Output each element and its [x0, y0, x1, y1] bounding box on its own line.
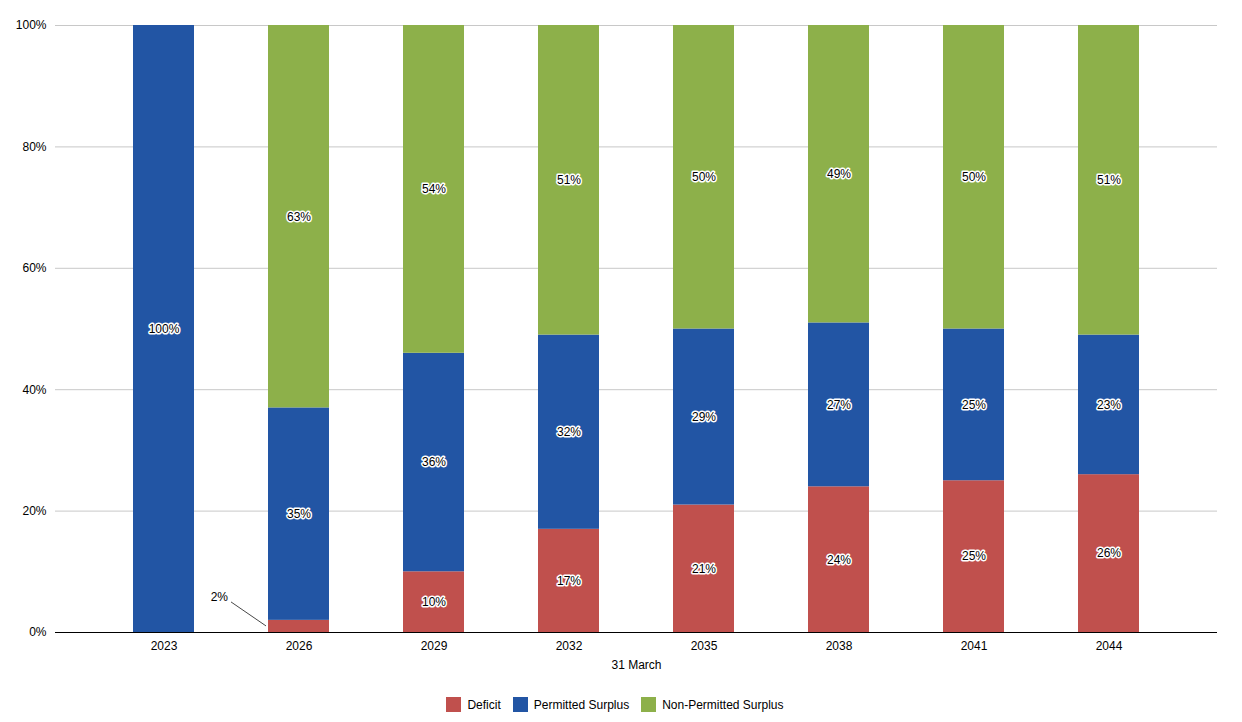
svg-text:50%: 50%	[692, 170, 716, 184]
svg-text:31 March: 31 March	[611, 658, 661, 672]
svg-text:10%: 10%	[422, 595, 446, 609]
svg-text:35%: 35%	[287, 507, 311, 521]
svg-text:2032: 2032	[556, 639, 583, 653]
svg-text:2%: 2%	[211, 590, 229, 604]
svg-text:50%: 50%	[962, 170, 986, 184]
svg-text:49%: 49%	[827, 167, 851, 181]
svg-text:29%: 29%	[692, 410, 716, 424]
svg-text:80%: 80%	[22, 140, 46, 154]
svg-text:63%: 63%	[287, 210, 311, 224]
svg-text:2023: 2023	[151, 639, 178, 653]
svg-text:60%: 60%	[22, 261, 46, 275]
svg-text:2041: 2041	[961, 639, 988, 653]
svg-text:36%: 36%	[422, 455, 446, 469]
svg-text:100%: 100%	[16, 18, 47, 32]
html-text:Permitted Surplus: Permitted Surplus	[533, 697, 630, 712]
svg-text:51%: 51%	[557, 173, 581, 187]
svg-text:100%: 100%	[149, 322, 180, 336]
svg-text:54%: 54%	[422, 182, 446, 196]
svg-text:2044: 2044	[1096, 639, 1123, 653]
svg-text:17%: 17%	[557, 574, 581, 588]
svg-text:2035: 2035	[691, 639, 718, 653]
svg-text:20%: 20%	[22, 504, 46, 518]
html-text:Non-Permitted Surplus: Non-Permitted Surplus	[662, 697, 784, 712]
svg-text:32%: 32%	[557, 425, 581, 439]
svg-text:27%: 27%	[827, 398, 851, 412]
svg-text:2026: 2026	[286, 639, 313, 653]
html-text:Deficit: Deficit	[467, 697, 501, 712]
svg-text:2029: 2029	[421, 639, 448, 653]
svg-text:23%: 23%	[1097, 398, 1121, 412]
svg-text:2038: 2038	[826, 639, 853, 653]
svg-text:25%: 25%	[962, 398, 986, 412]
svg-text:24%: 24%	[827, 553, 851, 567]
svg-text:25%: 25%	[962, 549, 986, 563]
svg-text:0%: 0%	[29, 625, 47, 639]
svg-text:51%: 51%	[1097, 173, 1121, 187]
svg-text:21%: 21%	[692, 562, 716, 576]
svg-text:26%: 26%	[1097, 546, 1121, 560]
svg-text:40%: 40%	[22, 383, 46, 397]
